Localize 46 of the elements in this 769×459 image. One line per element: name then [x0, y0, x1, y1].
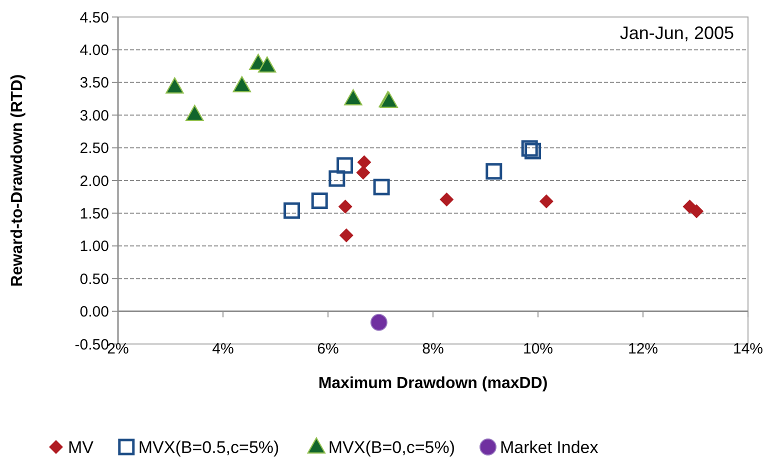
- point: [521, 140, 538, 157]
- y-tick-label: 3.50: [80, 74, 109, 92]
- y-axis-title: Reward-to-Drawdown (RTD): [9, 74, 26, 287]
- y-tick-label: 1.50: [80, 205, 109, 222]
- point: [311, 192, 328, 210]
- annotation: Jan-Jun, 2005: [620, 23, 734, 43]
- y-tick-label: -0.50: [74, 336, 109, 354]
- point: [232, 76, 251, 92]
- x-tick-label: 12%: [628, 340, 658, 358]
- point: [258, 56, 276, 73]
- legend-label: MVX(B=0,c=5%): [328, 438, 456, 457]
- y-tick-label: 4.50: [80, 9, 109, 26]
- x-tick-label: 14%: [732, 340, 764, 358]
- x-axis-title: Maximum Drawdown (maxDD): [318, 375, 548, 392]
- point: [486, 163, 502, 180]
- y-tick-label: 2.00: [80, 172, 109, 190]
- legend-label: Market Index: [500, 438, 599, 457]
- x-tick-label: 6%: [317, 340, 339, 358]
- point: [370, 314, 388, 331]
- y-tick-label: 3.00: [80, 107, 109, 124]
- point: [336, 157, 354, 174]
- point: [186, 104, 204, 122]
- point: [284, 202, 300, 219]
- y-tick-label: 2.50: [80, 140, 109, 158]
- point: [356, 166, 370, 180]
- point: [440, 192, 454, 206]
- legend-label: MVX(B=0.5,c=5%): [138, 438, 280, 457]
- point: [357, 155, 372, 170]
- point: [373, 178, 390, 196]
- point: [539, 194, 554, 208]
- point: [328, 170, 346, 187]
- x-tick-label: 2%: [107, 340, 129, 358]
- point: [344, 89, 362, 106]
- legend-label: MV: [68, 438, 94, 457]
- x-tick-label: 8%: [422, 340, 444, 358]
- y-tick-label: 0.50: [80, 270, 109, 288]
- x-tick-label: 10%: [522, 340, 554, 358]
- x-tick-label: 4%: [212, 340, 234, 358]
- point: [339, 228, 354, 242]
- point: [524, 142, 541, 160]
- point: [690, 204, 704, 218]
- point: [166, 77, 184, 94]
- y-tick-label: 4.00: [80, 42, 109, 59]
- y-tick-label: 0.00: [80, 304, 109, 321]
- point: [338, 200, 352, 214]
- y-tick-label: 1.00: [80, 238, 109, 256]
